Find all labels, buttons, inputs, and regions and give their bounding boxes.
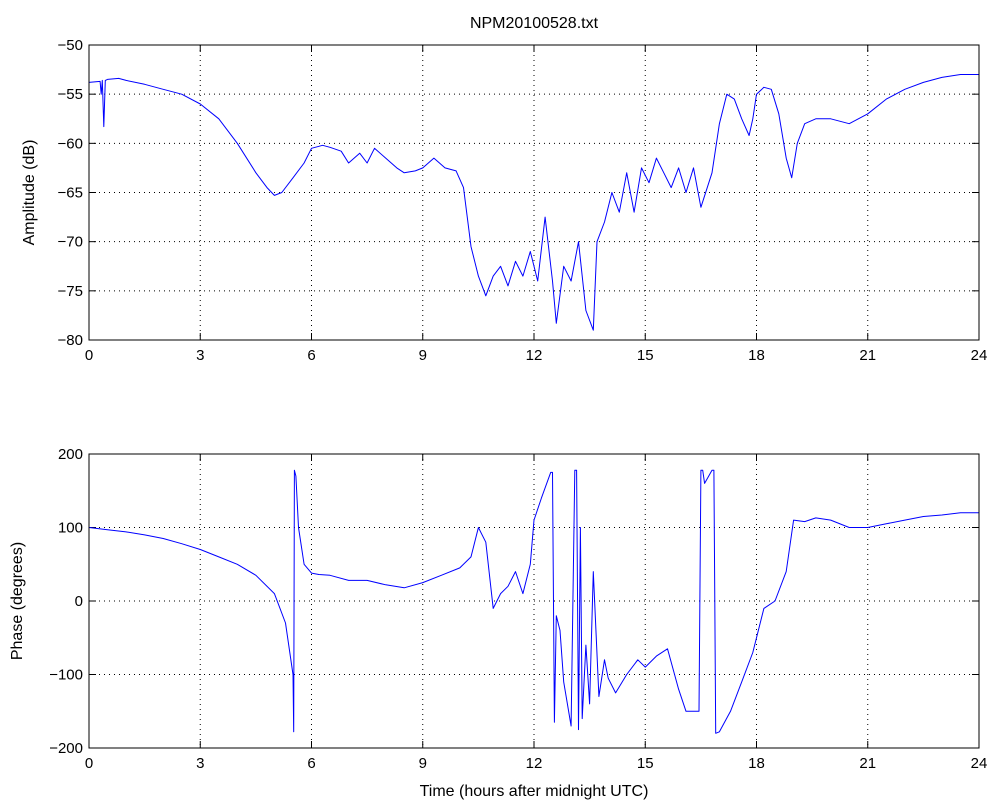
amplitude-y-tick-label: −55 (58, 86, 83, 103)
chart-title: NPM20100528.txt (470, 15, 599, 32)
phase-y-tick-label: −100 (49, 667, 83, 684)
phase-x-tick-label: 0 (85, 755, 93, 772)
phase-grid (89, 454, 979, 748)
amplitude-chart: 0 3 6 9 12 15 18 21 24 −80 −75 −70 −65 −60 −55 −50 NPM2… (21, 15, 987, 364)
phase-y-axis-label: Phase (degrees) (9, 542, 26, 660)
amplitude-y-tick-label: −65 (58, 185, 83, 202)
phase-y-tick-label: 0 (75, 593, 83, 610)
phase-x-tick-label: 21 (859, 755, 876, 772)
phase-ticks: 0 3 6 9 12 15 18 21 24 −200 −100 0 100 200 (49, 446, 987, 772)
phase-x-tick-label: 6 (307, 755, 315, 772)
phase-axes-box (88, 453, 980, 749)
amplitude-x-tick-label: 6 (307, 347, 315, 364)
phase-x-tick-label: 15 (637, 755, 654, 772)
amplitude-x-tick-label: 3 (196, 347, 204, 364)
phase-x-tick-label: 12 (526, 755, 543, 772)
phase-y-tick-label: −200 (49, 740, 83, 757)
phase-x-tick-label: 9 (419, 755, 427, 772)
phase-x-tick-label: 24 (971, 755, 988, 772)
amplitude-x-tick-label: 24 (971, 347, 988, 364)
amplitude-y-tick-label: −75 (58, 283, 83, 300)
amplitude-x-tick-label: 18 (748, 347, 765, 364)
amplitude-y-tick-label: −50 (58, 37, 83, 54)
phase-x-tick-label: 18 (748, 755, 765, 772)
phase-series-layer (88, 469, 979, 734)
phase-y-tick-label: 200 (58, 446, 83, 463)
phase-x-tick-label: 3 (196, 755, 204, 772)
amplitude-ticks: 0 3 6 9 12 15 18 21 24 −80 −75 −70 −65 −60 −55 −50 (58, 37, 988, 364)
amplitude-series-layer (88, 74, 979, 331)
amplitude-x-tick-label: 0 (85, 347, 93, 364)
amplitude-grid (89, 45, 979, 340)
amplitude-y-tick-label: −80 (58, 332, 83, 349)
amplitude-x-tick-label: 15 (637, 347, 654, 364)
amplitude-axes-box (88, 44, 980, 341)
phase-series-line (88, 469, 979, 734)
amplitude-x-tick-label: 9 (419, 347, 427, 364)
amplitude-y-tick-label: −60 (58, 135, 83, 152)
phase-chart: 0 3 6 9 12 15 18 21 24 −200 −100 0 100 200 Phase (deg… (9, 446, 987, 800)
amplitude-series-line (88, 74, 979, 331)
amplitude-y-tick-label: −70 (58, 234, 83, 251)
phase-y-tick-label: 100 (58, 520, 83, 537)
amplitude-x-tick-label: 21 (859, 347, 876, 364)
phase-x-axis-label: Time (hours after midnight UTC) (420, 783, 649, 800)
amplitude-x-tick-label: 12 (526, 347, 543, 364)
amplitude-y-axis-label: Amplitude (dB) (21, 140, 38, 246)
